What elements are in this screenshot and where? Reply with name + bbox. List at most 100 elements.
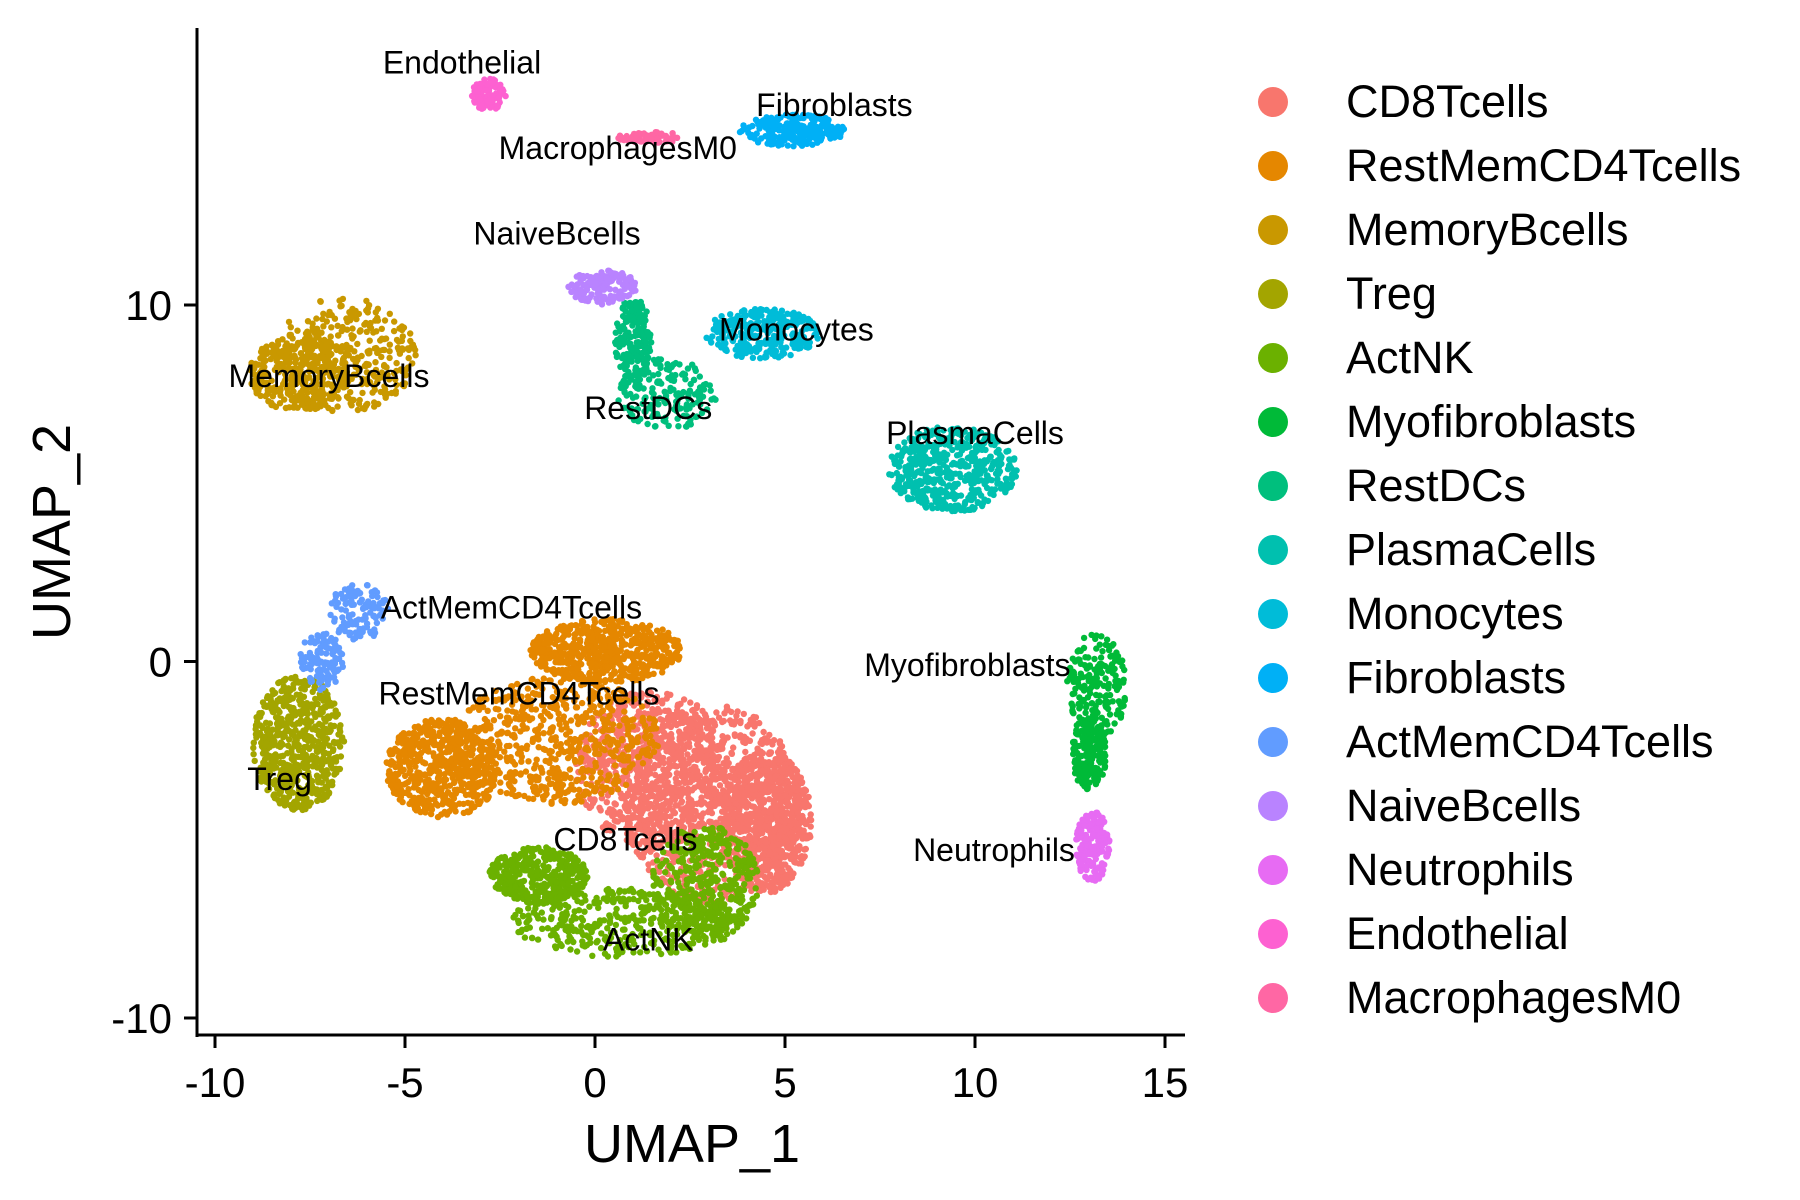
data-point xyxy=(795,796,802,804)
data-point xyxy=(476,726,484,733)
data-point xyxy=(399,798,406,806)
data-point xyxy=(789,834,796,841)
data-point xyxy=(529,738,536,745)
data-point xyxy=(571,735,579,743)
data-point xyxy=(562,771,569,779)
data-point xyxy=(749,812,757,820)
data-point xyxy=(742,748,749,756)
data-point xyxy=(670,756,678,763)
data-point xyxy=(761,823,769,830)
data-point xyxy=(588,660,596,667)
data-point xyxy=(327,333,334,340)
data-point xyxy=(576,636,584,643)
data-point xyxy=(626,743,633,750)
data-point xyxy=(601,738,608,746)
data-point xyxy=(756,799,763,806)
data-point xyxy=(666,655,674,663)
data-point xyxy=(664,650,672,657)
data-point xyxy=(447,758,454,765)
data-point xyxy=(614,648,622,655)
data-point xyxy=(513,792,520,800)
data-point xyxy=(476,746,483,753)
data-point xyxy=(535,633,543,641)
data-point xyxy=(386,310,393,317)
data-point xyxy=(766,731,773,739)
data-point xyxy=(659,700,666,707)
data-point xyxy=(704,752,711,759)
data-point xyxy=(562,720,570,727)
data-point xyxy=(638,663,646,671)
data-point xyxy=(564,748,571,755)
data-point xyxy=(602,649,610,656)
data-point xyxy=(744,723,751,730)
data-point xyxy=(616,722,623,729)
data-point xyxy=(678,799,685,806)
data-point xyxy=(670,807,677,815)
data-point xyxy=(583,731,590,738)
data-point xyxy=(707,800,714,808)
data-point xyxy=(631,628,638,635)
data-point xyxy=(294,327,301,334)
data-point xyxy=(609,721,617,728)
data-point xyxy=(463,759,471,767)
data-point xyxy=(778,868,785,875)
data-point xyxy=(538,783,545,790)
data-point xyxy=(632,668,639,675)
data-point xyxy=(627,717,635,724)
data-point xyxy=(430,753,438,760)
data-point xyxy=(433,741,440,749)
data-point xyxy=(750,713,757,721)
data-point xyxy=(789,784,796,791)
data-point xyxy=(354,406,362,414)
data-point xyxy=(275,679,282,687)
data-point xyxy=(550,666,557,673)
data-point xyxy=(730,810,737,817)
data-point xyxy=(478,780,485,787)
data-point xyxy=(456,800,463,807)
data-point xyxy=(485,770,493,777)
data-point xyxy=(682,733,690,741)
data-point xyxy=(455,769,462,776)
data-point xyxy=(478,761,486,769)
data-point xyxy=(722,793,729,800)
data-point xyxy=(731,776,738,783)
data-point xyxy=(589,714,596,722)
data-point xyxy=(780,879,787,887)
data-point xyxy=(651,763,658,771)
data-point xyxy=(410,729,418,736)
data-point xyxy=(445,734,453,741)
data-point xyxy=(482,722,489,729)
data-point xyxy=(344,346,351,353)
data-point xyxy=(749,786,757,793)
data-point xyxy=(454,720,462,727)
data-point xyxy=(464,799,472,807)
data-point xyxy=(429,780,437,787)
data-point xyxy=(438,811,445,818)
data-point xyxy=(689,786,696,793)
data-point xyxy=(748,766,755,773)
data-point xyxy=(631,787,638,794)
data-point xyxy=(552,756,559,763)
data-point xyxy=(440,720,447,728)
data-point xyxy=(685,794,692,802)
data-point xyxy=(444,789,452,796)
data-point xyxy=(391,318,398,325)
data-point xyxy=(656,868,663,875)
data-point xyxy=(603,799,610,806)
data-point xyxy=(665,707,672,714)
data-point xyxy=(771,827,778,834)
data-point xyxy=(531,787,538,795)
data-point xyxy=(773,808,780,815)
data-point xyxy=(589,768,596,775)
data-point xyxy=(661,743,669,751)
data-point xyxy=(401,772,409,780)
data-point xyxy=(708,739,715,747)
data-point xyxy=(399,333,406,340)
data-point xyxy=(507,754,514,761)
data-point xyxy=(784,844,791,851)
data-point xyxy=(363,402,370,409)
data-point xyxy=(588,774,595,781)
data-point xyxy=(611,762,619,769)
data-point xyxy=(497,730,505,737)
data-point xyxy=(665,798,672,805)
